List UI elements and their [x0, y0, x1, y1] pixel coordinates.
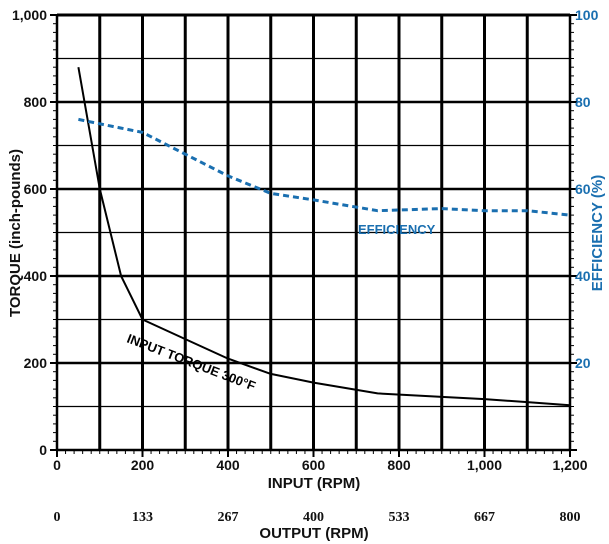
x-axis-title: INPUT (RPM): [268, 475, 361, 492]
minor-ticks: [50, 14, 577, 457]
output-tick-label: 533: [389, 510, 410, 525]
output-tick-label: 133: [132, 510, 153, 525]
secondary-x-axis-title: OUTPUT (RPM): [259, 525, 368, 542]
series-line-input-torque: [77, 67, 571, 407]
y-right-tick-label: 100: [575, 7, 599, 23]
y-left-tick-label: 0: [39, 442, 47, 458]
y-right-tick-label: 20: [575, 355, 591, 371]
y-right-tick-label: 80: [575, 94, 591, 110]
x-tick-label: 1,000: [467, 457, 502, 473]
series-label-efficiency: EFFICIENCY: [358, 222, 436, 237]
output-tick-label: 667: [474, 510, 495, 525]
output-tick-label: 400: [303, 510, 324, 525]
x-tick-label: 400: [216, 457, 240, 473]
y-left-tick-label: 800: [24, 94, 48, 110]
output-tick-label: 800: [560, 510, 581, 525]
y-left-tick-label: 200: [24, 355, 48, 371]
y-right-tick-label: 40: [575, 268, 591, 284]
x-tick-label: 0: [53, 457, 61, 473]
series-layer: [77, 67, 571, 407]
y-left-tick-label: 1,000: [12, 7, 47, 23]
x-tick-label: 1,200: [552, 457, 587, 473]
x-tick-label: 800: [387, 457, 411, 473]
y-left-tick-label: 400: [24, 268, 48, 284]
x-tick-label: 200: [131, 457, 155, 473]
right-y-axis-title: EFFICIENCY (%): [589, 175, 606, 291]
grid: [55, 13, 572, 452]
output-tick-label: 267: [218, 510, 239, 525]
y-left-tick-label: 600: [24, 181, 48, 197]
x-tick-label: 600: [302, 457, 326, 473]
output-tick-label: 0: [54, 510, 61, 525]
left-y-axis-title: TORQUE (inch-pounds): [7, 149, 24, 317]
tick-labels: 0 200 400 600 800 1,000 20 40 60 80 100 0 200 400 600 8…: [12, 7, 599, 525]
series-line-efficiency: [78, 117, 571, 217]
y-right-tick-label: 60: [575, 181, 591, 197]
